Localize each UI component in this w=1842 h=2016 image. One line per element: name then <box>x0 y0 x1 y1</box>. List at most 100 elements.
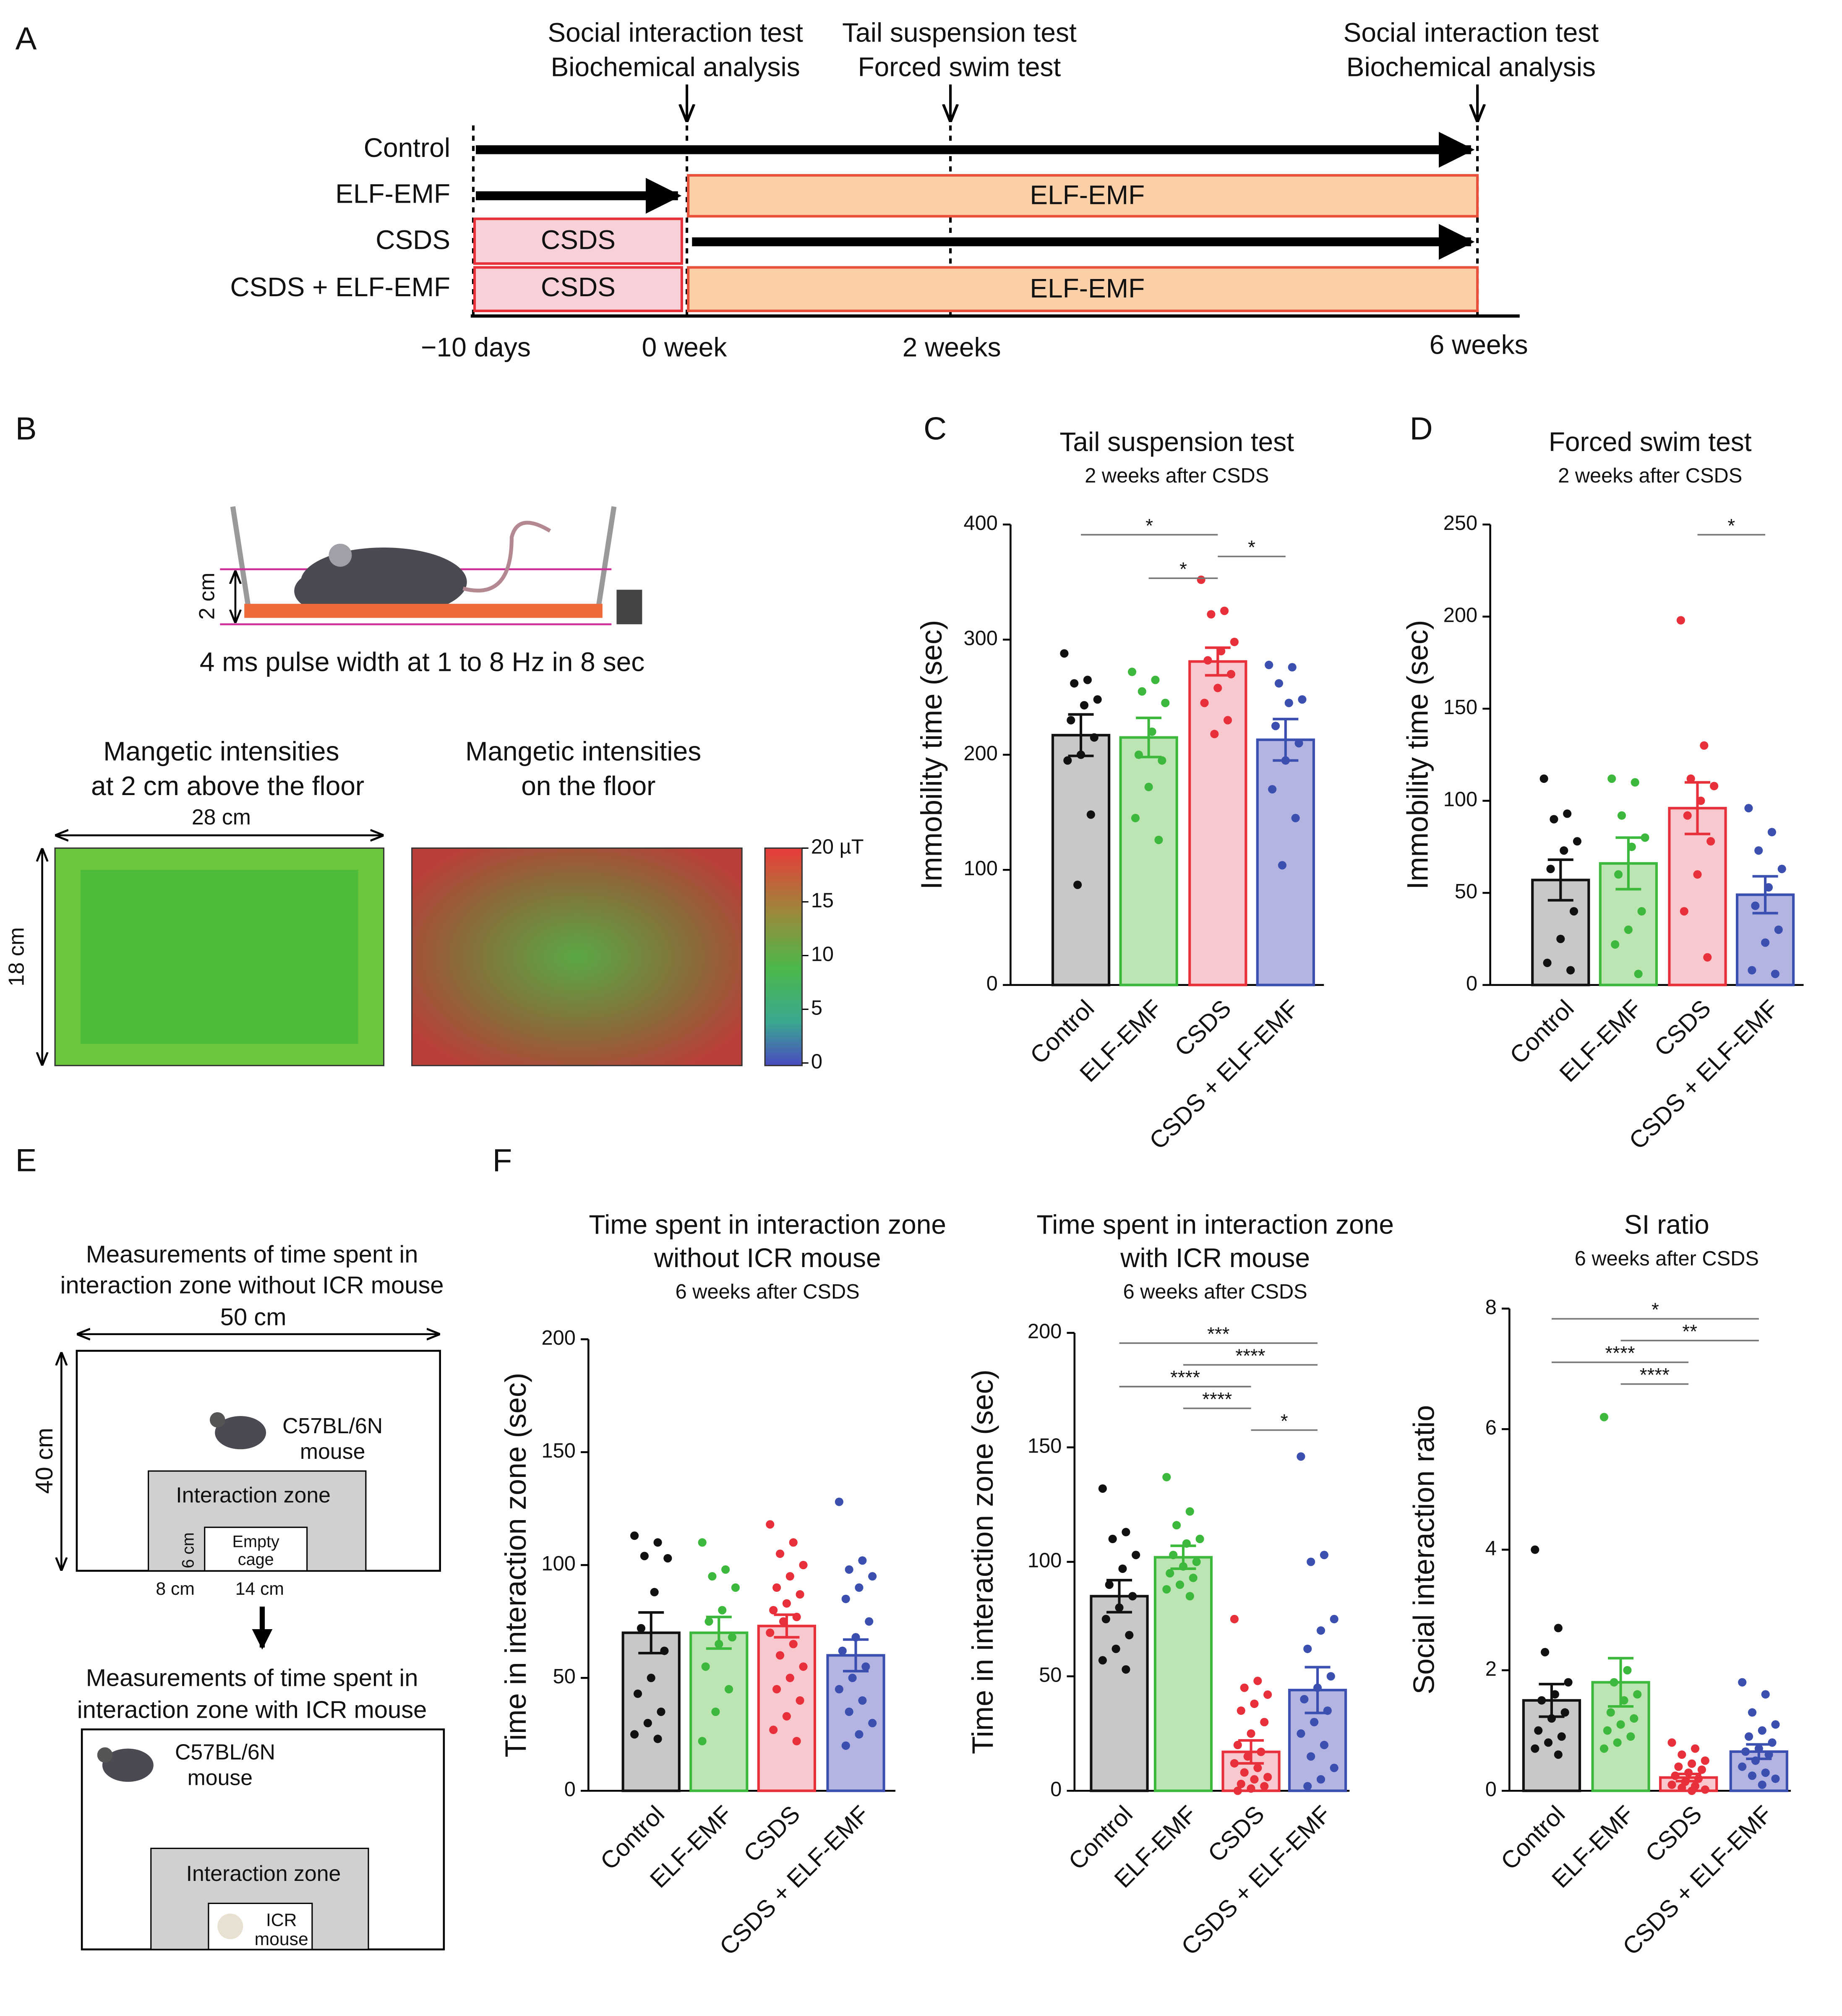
data-point <box>1303 1782 1312 1791</box>
data-point <box>1210 730 1219 738</box>
colorbar-label: 20 µT <box>811 835 864 858</box>
data-point <box>1744 804 1753 813</box>
colorbar-label: 10 <box>811 943 834 965</box>
significance-label: **** <box>1170 1367 1200 1388</box>
panel-b: 2 cm 4 ms pulse width at 1 to 8 Hz in 8 … <box>4 506 864 1073</box>
data-point <box>1630 1714 1638 1723</box>
event-label: Tail suspension test <box>842 17 1077 47</box>
event-label: Social interaction test <box>548 17 803 47</box>
data-point <box>1624 925 1633 934</box>
data-point <box>1320 1741 1328 1750</box>
y-tick-label: 300 <box>964 627 998 649</box>
y-tick-label: 200 <box>964 742 998 765</box>
data-point <box>1260 1718 1269 1727</box>
data-point <box>858 1696 867 1705</box>
data-point <box>865 1617 874 1626</box>
data-point <box>1754 846 1763 855</box>
data-point <box>1132 1551 1140 1560</box>
chart-subtitle: 6 weeks after CSDS <box>676 1281 860 1303</box>
y-tick-label: 2 <box>1485 1658 1497 1680</box>
y-tick-label: 200 <box>1443 604 1477 627</box>
data-point <box>728 1633 737 1642</box>
data-point <box>1200 699 1209 707</box>
data-point <box>1294 739 1303 748</box>
data-point <box>1233 1786 1242 1795</box>
data-point <box>1118 1564 1127 1573</box>
chart-subtitle: 6 weeks after CSDS <box>1575 1247 1759 1270</box>
data-point <box>1125 1631 1134 1640</box>
data-point <box>1607 774 1616 783</box>
data-point <box>1667 1780 1676 1789</box>
y-tick-label: 50 <box>1039 1664 1062 1686</box>
y-axis-label: Immobility time (sec) <box>1401 620 1434 890</box>
data-point <box>855 1583 864 1592</box>
chart-title: without ICR mouse <box>654 1243 881 1273</box>
bar <box>757 1625 817 1792</box>
data-point <box>1253 1677 1262 1685</box>
pulse-label: 4 ms pulse width at 1 to 8 Hz in 8 sec <box>200 647 644 677</box>
data-point <box>1554 1750 1563 1759</box>
data-point <box>1710 782 1719 790</box>
data-point <box>1138 687 1146 696</box>
bar-chart: Forced swim test 2 weeks after CSDS Immobi… <box>1401 427 1804 1155</box>
bar <box>1256 738 1315 986</box>
data-point <box>1250 1699 1259 1708</box>
bar <box>1153 1556 1213 1792</box>
data-point <box>1260 1782 1269 1791</box>
event-label: Biochemical analysis <box>551 52 800 82</box>
data-point <box>1288 663 1297 672</box>
data-point <box>1158 756 1166 765</box>
chart-subtitle: 2 weeks after CSDS <box>1085 464 1269 487</box>
data-point <box>1693 870 1702 879</box>
panel-e: Measurements of time spent in interactio… <box>31 1241 445 1951</box>
data-point <box>1566 966 1575 975</box>
data-point <box>799 1561 808 1570</box>
data-point <box>630 1730 639 1739</box>
data-point <box>1554 1624 1563 1633</box>
significance-label: **** <box>1202 1389 1232 1410</box>
data-point <box>1237 1706 1245 1715</box>
setup-title: Measurements of time spent in <box>86 1241 418 1268</box>
data-point <box>1101 1614 1110 1624</box>
data-point <box>731 1583 740 1592</box>
data-point <box>663 1554 672 1563</box>
data-point <box>1067 716 1075 725</box>
data-point <box>1128 1592 1137 1601</box>
data-point <box>868 1719 877 1727</box>
bar <box>1119 736 1178 986</box>
panel-letter: F <box>493 1143 512 1179</box>
data-point <box>1086 810 1095 819</box>
data-point <box>1223 716 1232 725</box>
data-point <box>785 1674 794 1682</box>
data-point <box>1563 809 1572 818</box>
data-point <box>1278 861 1286 870</box>
data-point <box>1771 1774 1780 1783</box>
data-point <box>1073 880 1082 889</box>
data-point <box>1631 778 1639 787</box>
data-point <box>1623 1666 1632 1674</box>
data-point <box>1307 1557 1315 1566</box>
data-point <box>718 1606 727 1614</box>
data-point <box>785 1572 794 1581</box>
data-point <box>1253 1763 1262 1772</box>
map-title: Mangetic intensities <box>465 736 701 767</box>
data-point <box>1771 970 1779 978</box>
data-point <box>1263 1773 1272 1781</box>
depth-label: 40 cm <box>31 1428 58 1494</box>
data-point <box>1122 1528 1130 1536</box>
data-point <box>792 1737 801 1745</box>
data-point <box>848 1674 857 1682</box>
data-point <box>647 1674 655 1682</box>
y-tick-label: 0 <box>1485 1778 1497 1801</box>
data-point <box>1274 679 1284 688</box>
data-point <box>1531 1744 1539 1753</box>
data-point <box>1297 1452 1305 1461</box>
significance-label: * <box>1281 1410 1288 1432</box>
data-point <box>1230 1614 1239 1624</box>
data-point <box>1307 1752 1315 1761</box>
data-point <box>1185 1507 1194 1516</box>
timeline: Social interaction test Biochemical anal… <box>230 17 1599 362</box>
data-point <box>1758 1780 1766 1789</box>
